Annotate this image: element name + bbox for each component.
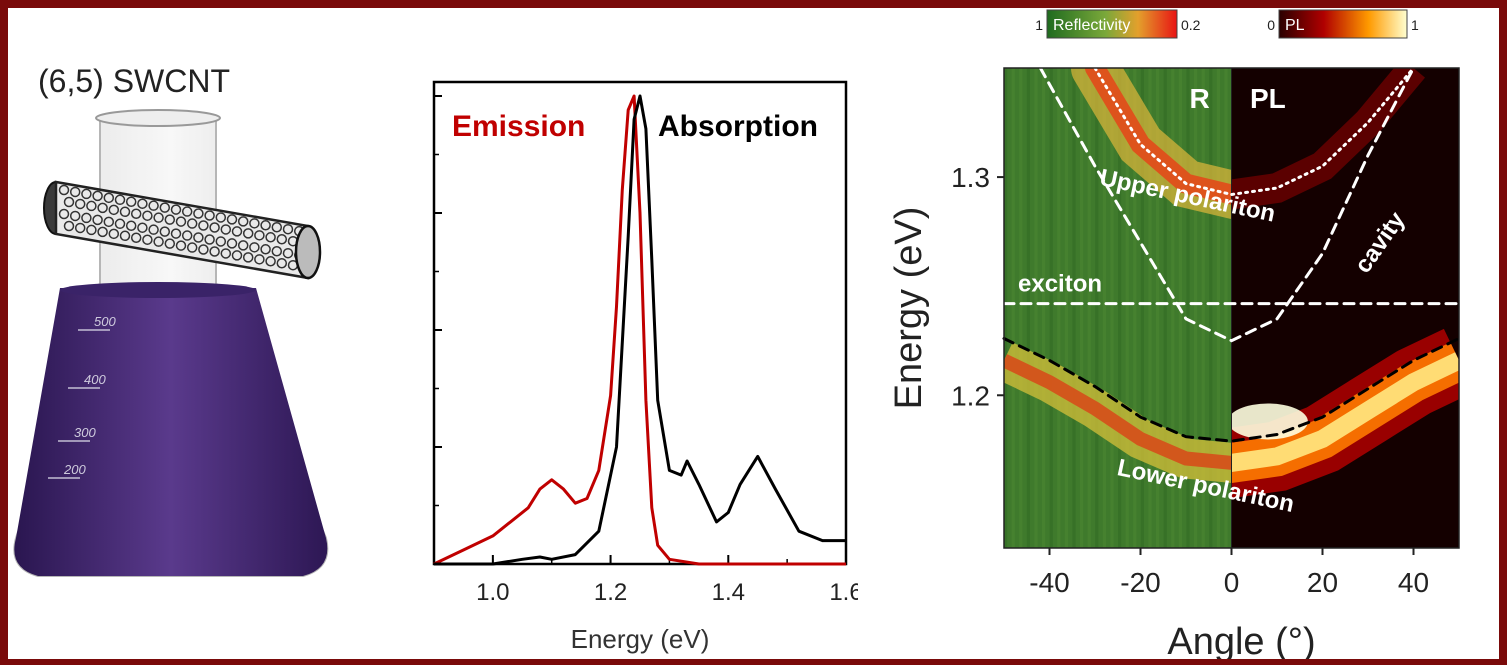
spectra-xlabel: Energy (eV)	[571, 624, 710, 654]
spectra-xtick-label: 1.0	[476, 579, 509, 606]
beaker-mark-500: 500	[94, 314, 116, 329]
r-panel-label: R	[1190, 83, 1210, 114]
pl-colorbar-min: 0	[1267, 17, 1275, 33]
beaker-mark-200: 200	[63, 462, 86, 477]
spectra-xtick-label: 1.4	[712, 579, 745, 606]
spectra-frame	[432, 80, 848, 566]
nanotube-icon	[43, 180, 322, 280]
disp-ytick-label: 1.2	[951, 380, 990, 411]
series-absorption-line	[434, 94, 846, 566]
pl-colorbar	[1278, 9, 1408, 39]
line-upper-polariton	[1093, 66, 1415, 197]
beaker-mark-300: 300	[74, 425, 96, 440]
pl-panel	[1231, 68, 1459, 548]
disp-xtick-label: 0	[1224, 567, 1240, 598]
pl-panel-label: PL	[1250, 83, 1286, 114]
disp-ylabel: Energy (eV)	[888, 207, 930, 410]
sample-title: (6,5) SWCNT	[38, 63, 230, 99]
figure-canvas: (6,5) SWCNT 500	[8, 8, 1499, 659]
disp-ytick-label: 1.3	[951, 162, 990, 193]
reflectivity-colorbar-label: Reflectivity	[1053, 17, 1130, 34]
spectra-chart: 1.0 1.2 1.4 1.6 Energy (eV) Emission Absorptio…	[432, 80, 858, 654]
disp-xlabel: Angle (°)	[1167, 621, 1315, 659]
beaker-solution	[14, 288, 328, 576]
disp-xtick-label: -20	[1120, 567, 1160, 598]
absorption-label: Absorption	[658, 110, 818, 143]
disp-xtick-label: 20	[1307, 567, 1338, 598]
emission-label: Emission	[452, 110, 585, 143]
beaker-mark-400: 400	[84, 372, 106, 387]
reflectivity-colorbar	[1046, 9, 1178, 39]
line-cavity	[1038, 66, 1415, 343]
beaker-illustration: 500 400 300 200	[13, 109, 329, 577]
pl-colorbar-label: PL	[1285, 17, 1305, 34]
spectra-xtick-label: 1.2	[594, 579, 627, 606]
reflectivity-colorbar-max: 0.2	[1181, 17, 1201, 33]
series-emission-line	[433, 94, 846, 566]
dispersion-heatmap: 1 0.2 Reflectivity 0 1 PL -40 -20 0 20 40 1.2 1.3 Ang…	[888, 9, 1461, 659]
disp-xtick-label: 40	[1398, 567, 1429, 598]
exciton-label: exciton	[1018, 271, 1102, 298]
spectra-xtick-label: 1.6	[829, 579, 858, 606]
reflectivity-colorbar-min: 1	[1035, 17, 1043, 33]
disp-xtick-label: -40	[1029, 567, 1069, 598]
line-lower-polariton	[1002, 337, 1461, 443]
pl-colorbar-max: 1	[1411, 17, 1419, 33]
